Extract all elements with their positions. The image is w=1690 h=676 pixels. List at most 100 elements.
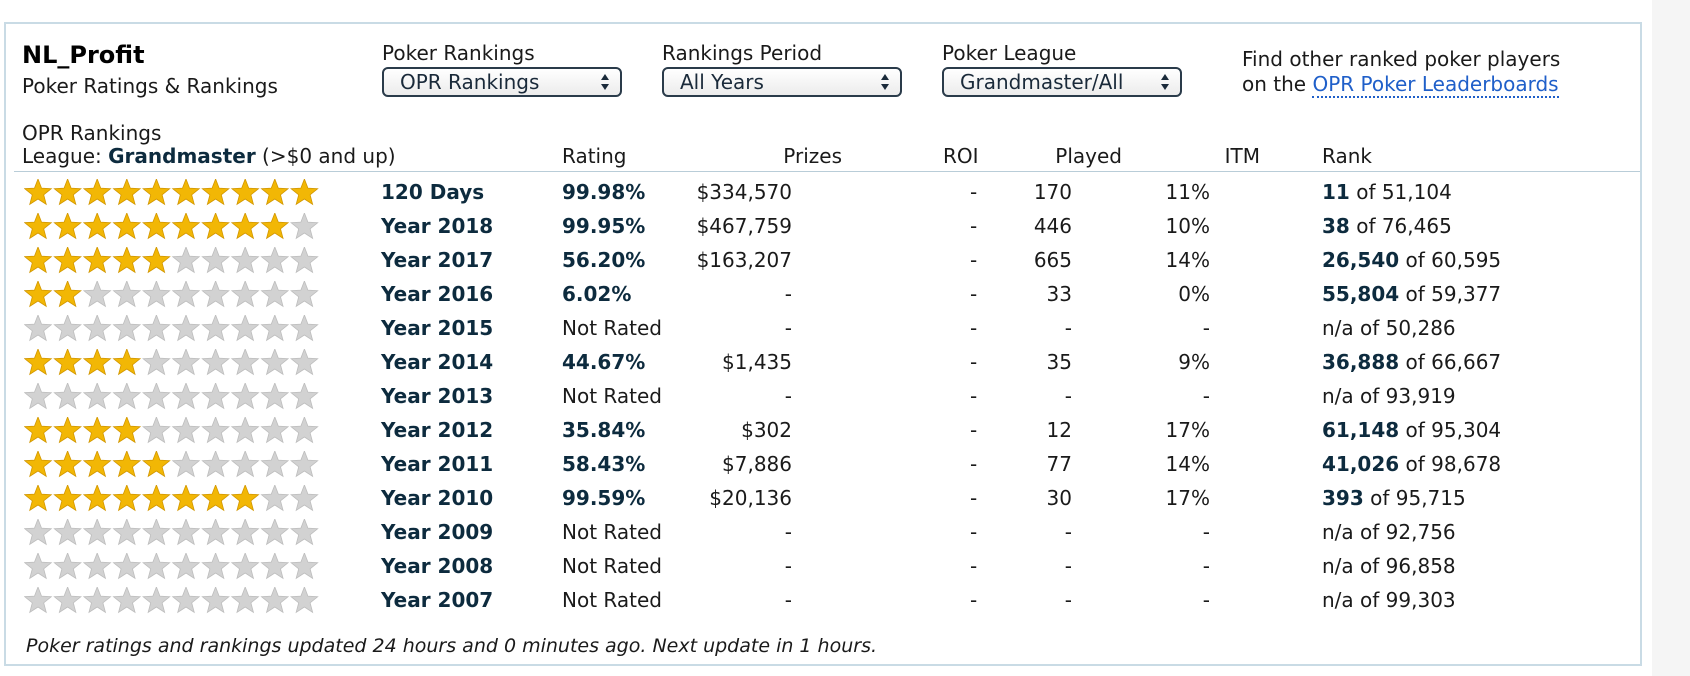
rating-value: 35.84% [562,418,646,442]
prizes-value: $7,886 [722,452,792,476]
table-row: 120 Days 99.98% $334,570 - 170 11% 11 of 51,10… [0,175,1640,209]
rank-value: n/a of 96,858 [1322,549,1456,583]
period-label: Year 2009 [381,520,494,544]
star-empty-icon [82,519,112,546]
star-rating [24,485,319,512]
table-row: Year 2012 35.84% $302 - 12 17% 61,148 of 95,30… [0,413,1640,447]
star-filled-icon [142,451,171,478]
star-empty-icon [171,519,201,546]
star-filled-icon [171,485,201,512]
rankings-period-select[interactable]: All Years [662,67,902,97]
star-rating [24,179,319,206]
rank-total: of 98,678 [1399,452,1502,476]
rating-value: 44.67% [562,350,646,374]
star-empty-icon [82,281,112,308]
league-prefix: League: [22,144,109,168]
rank-total: n/a of 92,756 [1322,520,1456,544]
star-empty-icon [290,485,319,512]
roi-value: - [970,520,978,544]
star-empty-icon [201,417,230,444]
star-filled-icon [260,179,290,206]
star-empty-icon [24,315,53,342]
itm-value: 0% [1178,282,1210,306]
star-empty-icon [260,349,290,376]
leaderboards-link[interactable]: OPR Poker Leaderboards [1312,72,1559,98]
col-header-prizes: Prizes [783,144,842,168]
star-filled-icon [82,349,112,376]
itm-value: 9% [1178,350,1210,374]
star-empty-icon [112,553,142,580]
col-header-itm: ITM [1224,144,1260,168]
star-filled-icon [260,213,290,240]
star-empty-icon [260,247,290,274]
rank-value: n/a of 92,756 [1322,515,1456,549]
prizes-value: $1,435 [722,350,792,374]
roi-value: - [970,384,978,408]
poker-league-select[interactable]: Grandmaster/All [942,67,1182,97]
roi-value: - [970,214,978,238]
star-empty-icon [201,383,230,410]
star-empty-icon [260,383,290,410]
rank-value: 26,540 of 60,595 [1322,243,1501,277]
star-empty-icon [142,417,171,444]
star-empty-icon [260,553,290,580]
star-filled-icon [112,451,142,478]
star-empty-icon [82,315,112,342]
star-filled-icon [53,213,82,240]
star-empty-icon [201,281,230,308]
star-filled-icon [53,179,82,206]
star-filled-icon [24,247,53,274]
rank-value: 61,148 of 95,304 [1322,413,1501,447]
col-header-rank: Rank [1322,144,1372,168]
star-filled-icon [53,349,82,376]
star-filled-icon [82,417,112,444]
star-filled-icon [201,213,230,240]
star-empty-icon [290,247,319,274]
star-rating [24,383,319,410]
prizes-value: $334,570 [696,180,792,204]
table-row: Year 2017 56.20% $163,207 - 665 14% 26,540 of … [0,243,1640,277]
star-empty-icon [24,553,53,580]
star-empty-icon [82,587,112,614]
star-empty-icon [260,451,290,478]
rank-total: of 59,377 [1399,282,1502,306]
table-row: Year 2011 58.43% $7,886 - 77 14% 41,026 of 98,… [0,447,1640,481]
star-empty-icon [142,587,171,614]
header-divider [14,171,1640,172]
rank-number: 393 [1322,486,1364,510]
star-empty-icon [24,587,53,614]
star-filled-icon [82,451,112,478]
poker-rankings-select[interactable]: OPR Rankings [382,67,622,97]
rank-total: of 60,595 [1399,248,1502,272]
league-name: Grandmaster [108,144,256,168]
star-empty-icon [171,281,201,308]
rank-total: of 66,667 [1399,350,1502,374]
star-rating [24,281,319,308]
table-row: Year 2016 6.02% - - 33 0% 55,804 of 59,377 [0,277,1640,311]
star-empty-icon [171,553,201,580]
update-status-text: Poker ratings and rankings updated 24 ho… [26,635,878,657]
played-value: 665 [1033,248,1072,272]
star-empty-icon [201,587,230,614]
star-filled-icon [53,281,82,308]
rank-number: 55,804 [1322,282,1400,306]
poker-league-value: Grandmaster/All [960,70,1124,94]
itm-value: 17% [1165,418,1210,442]
star-filled-icon [230,485,260,512]
star-empty-icon [171,417,201,444]
col-header-rating: Rating [562,144,627,168]
roi-value: - [970,418,978,442]
played-value: 446 [1033,214,1072,238]
star-empty-icon [230,553,260,580]
rank-number: 26,540 [1322,248,1400,272]
star-filled-icon [82,179,112,206]
rank-total: of 95,304 [1399,418,1502,442]
star-empty-icon [230,451,260,478]
star-empty-icon [171,349,201,376]
roi-value: - [970,554,978,578]
star-empty-icon [260,519,290,546]
prizes-value: - [784,520,792,544]
prizes-value: - [784,316,792,340]
itm-value: 14% [1165,452,1210,476]
itm-value: - [1202,520,1210,544]
